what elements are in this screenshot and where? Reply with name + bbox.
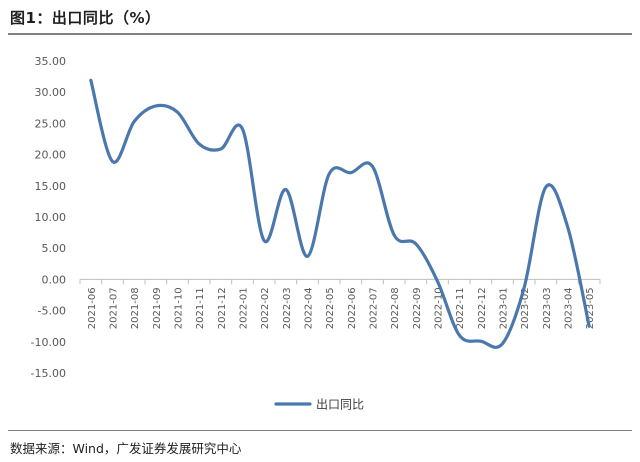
footer-divider (8, 430, 632, 431)
x-tick-label: 2022-04 (304, 287, 315, 329)
y-tick-label: 25.00 (35, 117, 67, 130)
x-tick-label: 2023-04 (564, 287, 575, 329)
x-tick-label: 2021-06 (87, 287, 98, 329)
x-tick-label: 2023-05 (585, 287, 596, 329)
x-tick-label: 2022-01 (239, 287, 250, 329)
x-tick-label: 2022-10 (434, 287, 445, 329)
x-tick-label: 2023-01 (499, 287, 510, 329)
x-tick-label: 2022-03 (282, 287, 293, 329)
x-tick-label: 2022-11 (455, 287, 466, 329)
x-tick-label: 2021-08 (130, 287, 141, 329)
y-tick-label: 20.00 (35, 149, 67, 162)
x-tick-label: 2021-12 (217, 287, 228, 329)
x-tick-label: 2022-02 (260, 287, 271, 329)
x-tick-label: 2022-12 (477, 287, 488, 329)
y-tick-label: 5.00 (42, 242, 67, 255)
x-tick-label: 2021-11 (195, 287, 206, 329)
title-divider (8, 33, 632, 35)
x-tick-label: 2022-09 (412, 287, 423, 329)
y-tick-label: -5.00 (38, 305, 66, 318)
y-tick-label: 15.00 (35, 180, 67, 193)
x-tick-label: 2022-05 (325, 287, 336, 329)
y-tick-label: 30.00 (35, 86, 67, 99)
y-tick-label: 35.00 (35, 55, 67, 68)
legend-label: 出口同比 (316, 398, 364, 412)
x-tick-label: 2021-10 (174, 287, 185, 329)
series-line (89, 78, 591, 349)
x-tick-label: 2022-06 (347, 287, 358, 329)
page-title: 图1：出口同比（%） (10, 9, 161, 27)
y-tick-label: 10.00 (35, 211, 67, 224)
x-tick-label: 2023-03 (542, 287, 553, 329)
y-tick-label: 0.00 (42, 273, 67, 286)
x-tick-label: 2023-02 (520, 287, 531, 329)
y-tick-label: -10.00 (31, 336, 66, 349)
x-tick-label: 2022-07 (369, 287, 380, 329)
x-tick-label: 2022-08 (390, 287, 401, 329)
line-chart: 35.00 30.00 25.00 20.00 15.00 10.00 5.00 0.00 -5… (31, 55, 601, 412)
x-tick-label: 2021-09 (152, 287, 163, 329)
source-note: 数据来源：Wind，广发证券发展研究中心 (10, 441, 242, 456)
y-tick-label: -15.00 (31, 367, 66, 380)
x-tick-label: 2021-07 (109, 287, 120, 329)
